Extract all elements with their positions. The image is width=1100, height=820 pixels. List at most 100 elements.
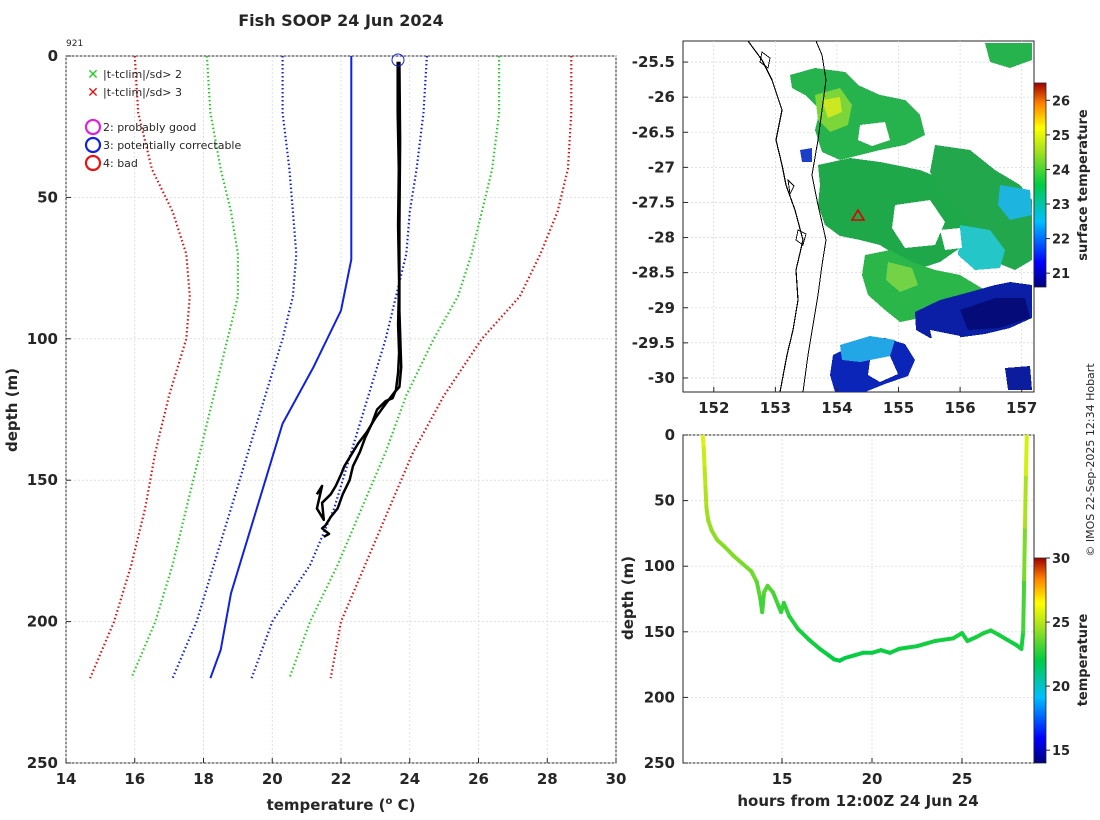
legend-qc-potentially-correctable: 3: potentially correctable: [84, 136, 241, 154]
y-tick-label: -29.5: [632, 334, 675, 352]
sst-patch-far-east-blue: [1005, 366, 1032, 390]
y-tick-label: -27: [648, 158, 675, 176]
section-colorbar-gradient: [1033, 557, 1047, 764]
track-segment: [796, 627, 811, 642]
cross-marker-icon: ✕: [87, 85, 99, 101]
profile-ticks: 14 16 18 20 22 24 26 28 30 0 50 100 150 200 250: [27, 47, 627, 788]
x-tick-label: 155: [883, 399, 914, 417]
circle-marker-icon: [84, 136, 102, 154]
track-segment: [704, 505, 711, 523]
legend-label: 4: bad: [103, 157, 138, 170]
section-xlabel: hours from 12:00Z 24 Jun 24: [737, 792, 978, 810]
track-segment: [700, 435, 706, 451]
colorbar-tick-label: 23: [1052, 198, 1070, 213]
y-tick-label: -30: [648, 369, 675, 387]
y-tick-label: 150: [27, 471, 58, 489]
profile-id: 921: [66, 39, 83, 49]
sst-patch-cold-south-cyan: [840, 336, 895, 362]
colorbar-tick-label: 26: [1052, 94, 1070, 109]
x-tick-label: 20: [862, 770, 883, 788]
sst-patch-yellow: [822, 97, 842, 118]
map-panel: 152 153 154 155 156 157 -25.5 -26 -26.5 -27 -27.5 -…: [632, 40, 1091, 417]
y-tick-label: -29: [648, 299, 675, 317]
series-line: [209, 56, 353, 679]
map-colorbar-gradient: [1033, 82, 1047, 288]
sst-patch-coastal-blue: [800, 148, 812, 162]
y-tick-label: -28.5: [632, 264, 675, 282]
y-tick-label: -27.5: [632, 193, 675, 211]
surface-qc-circle-marker: [391, 53, 405, 67]
legend-cross-sd3: ✕ |t-tclim|/sd> 3: [87, 85, 182, 101]
track-segment: [1022, 524, 1027, 582]
y-tick-label: -28: [648, 229, 675, 247]
x-tick-label: 26: [468, 770, 489, 788]
sst-patch-cyan: [958, 225, 1005, 270]
x-tick-label: 156: [944, 399, 975, 417]
track-segment: [722, 544, 736, 558]
legend-qc-bad: 4: bad: [84, 154, 138, 172]
cloud-gap: [868, 356, 898, 382]
circle-marker-icon: [84, 154, 102, 172]
figure-title: Fish SOOP 24 Jun 2024: [238, 11, 444, 30]
y-tick-label: 0: [665, 426, 675, 444]
colorbar-tick-label: 22: [1052, 233, 1070, 248]
series-line: [288, 56, 501, 679]
cloud-gap: [940, 228, 962, 250]
track-segment: [1023, 435, 1029, 477]
y-tick-label: -26: [648, 88, 675, 106]
map-colorbar-ticks: 21 22 23 24 25 26: [1046, 94, 1070, 282]
track-segment: [703, 485, 709, 510]
track-segment: [1021, 577, 1027, 634]
y-tick-label: 50: [37, 188, 58, 206]
legend-label: 3: potentially correctable: [103, 139, 241, 152]
qc-legend: ✕ |t-tclim|/sd> 2 ✕ |t-tclim|/sd> 3 2: p…: [84, 67, 241, 172]
legend-label: 2: probably good: [103, 121, 196, 134]
cloud-gap: [892, 200, 945, 248]
profile-series: [89, 56, 573, 679]
section-colorbar: 15 20 25 30 temperature: [1033, 552, 1091, 764]
colorbar-tick-label: 30: [1052, 552, 1070, 567]
sst-patch-north: [790, 68, 925, 160]
y-tick-label: 250: [27, 754, 58, 772]
track-segment: [787, 614, 801, 632]
legend-qc-probably-good: 2: probably good: [84, 118, 196, 136]
section-colorbar-label: temperature: [1076, 614, 1091, 707]
colorbar-tick-label: 25: [1052, 129, 1070, 144]
track-segment: [754, 579, 763, 601]
track-segment: [702, 465, 708, 490]
profile-panel: 14 16 18 20 22 24 26 28 30 0 50 100 150 200 250 ✕ |t-t…: [3, 47, 626, 814]
x-tick-label: 18: [193, 770, 214, 788]
track-segment: [760, 590, 766, 615]
y-tick-label: -26.5: [632, 123, 675, 141]
credit-text: © IMOS 22-Sep-2025 12:34 Hobart: [1084, 363, 1097, 557]
section-track: [700, 435, 1029, 663]
series-line: [329, 56, 573, 679]
y-tick-label: 200: [644, 688, 675, 706]
sst-patch-mid-east: [930, 145, 1032, 270]
x-tick-label: 28: [537, 770, 558, 788]
x-tick-label: 152: [698, 399, 729, 417]
profile-xlabel: temperature (o C): [267, 796, 416, 814]
ship-position-marker: [850, 208, 866, 221]
track-segment: [781, 600, 792, 619]
coastline: [747, 41, 804, 392]
x-tick-label: 154: [821, 399, 852, 417]
cross-marker-icon: ✕: [87, 67, 99, 83]
section-axes-box: [682, 434, 1035, 764]
profile-grid: [65, 55, 617, 764]
track-segment: [771, 590, 781, 608]
track-segment: [1023, 472, 1028, 529]
colorbar-tick-label: 15: [1052, 744, 1070, 759]
x-tick-label: 153: [760, 399, 791, 417]
x-tick-label: 14: [56, 770, 77, 788]
legend-cross-sd2: ✕ |t-tclim|/sd> 2: [87, 67, 182, 83]
sst-patch-ne: [985, 43, 1032, 68]
track-segment: [807, 637, 822, 651]
cloud-gap: [930, 330, 960, 352]
y-tick-label: 0: [48, 47, 58, 65]
y-tick-label: 250: [644, 754, 675, 772]
colorbar-tick-label: 25: [1052, 616, 1070, 631]
